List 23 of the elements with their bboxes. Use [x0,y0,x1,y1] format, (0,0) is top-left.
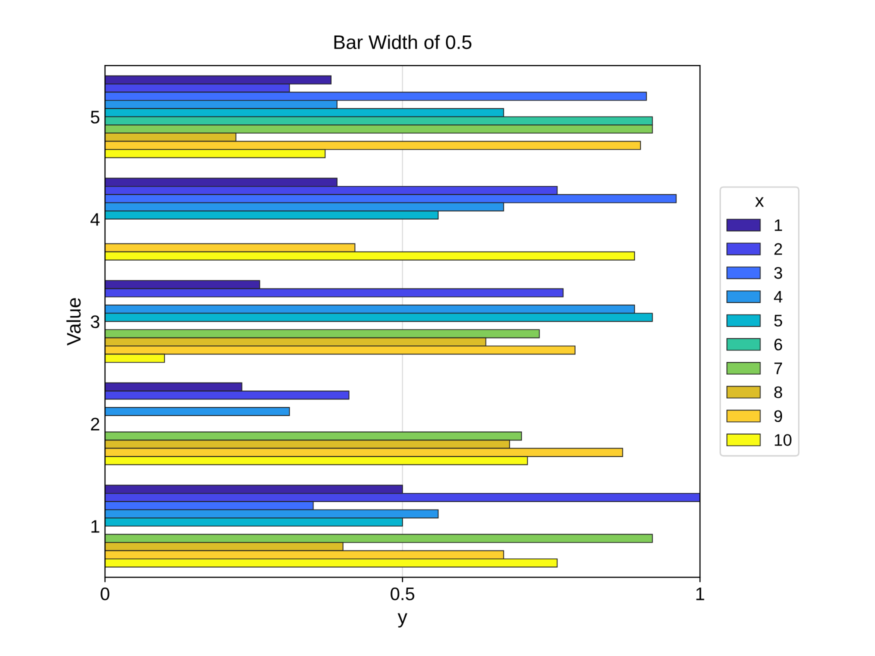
legend-label: 8 [774,386,782,398]
legend-label: 7 [774,362,782,374]
y-tick-label: 2 [91,418,100,430]
legend-label: 9 [774,410,782,422]
legend-title: x [755,197,764,207]
legend-label: 5 [774,314,782,327]
legend-label: 1 [774,219,782,231]
x-tick-label: 0.5 [390,587,414,600]
x-tick-label: 0 [100,587,110,600]
y-tick-label: 1 [91,520,100,533]
y-tick-label: 5 [90,110,100,124]
chart-title: Bar Width of 0.5 [334,34,472,50]
x-axis-title: y [398,613,408,628]
bar [105,406,290,416]
y-axis-title: Value [66,298,81,346]
legend-label: 6 [774,338,782,350]
y-tick-label: 3 [90,315,100,328]
legend-label: 3 [774,267,782,279]
x-tick-label: 1 [696,588,704,600]
legend-label: 10 [774,434,792,446]
legend-label: 2 [774,243,782,255]
y-tick-label: 4 [90,213,100,226]
legend-label: 4 [774,291,782,303]
